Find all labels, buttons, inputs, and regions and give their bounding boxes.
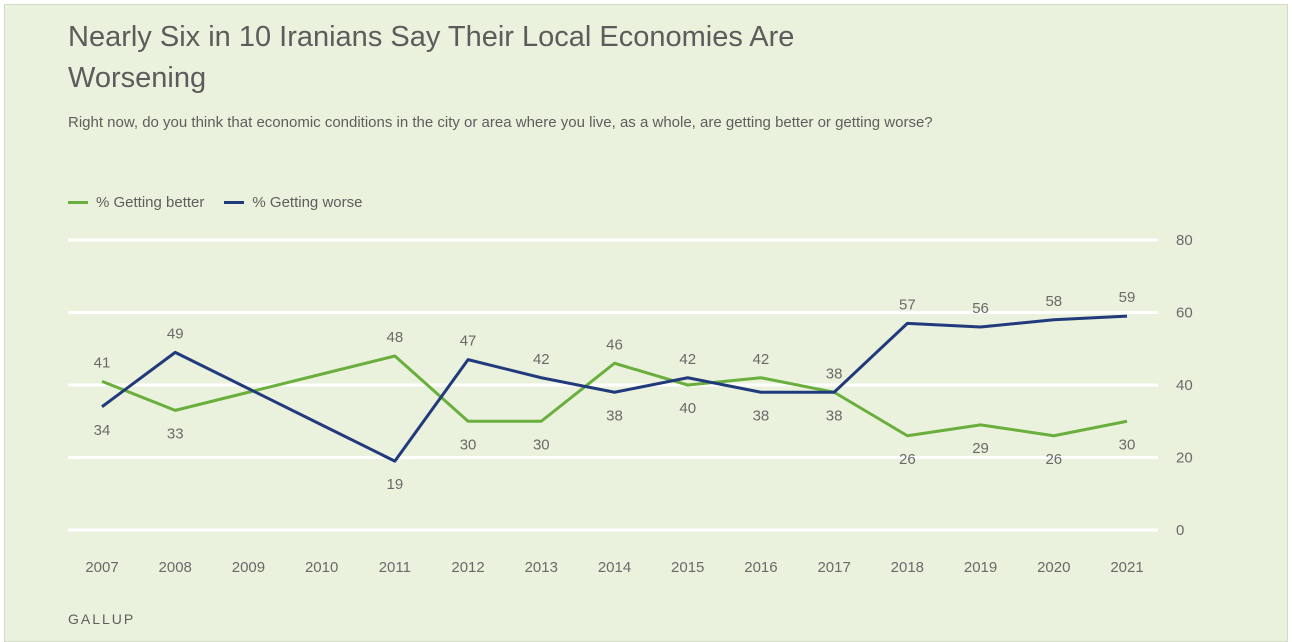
data-label-worse: 34 [94,422,111,439]
chart-subtitle: Right now, do you think that economic co… [68,114,933,131]
x-tick-label: 2010 [305,559,338,576]
data-label-worse: 38 [826,407,843,424]
data-label-better: 41 [94,354,111,371]
chart-title: Nearly Six in 10 Iranians Say Their Loca… [68,21,795,94]
data-label-worse: 42 [533,351,550,368]
data-label-better: 48 [387,329,404,346]
chart-card: Nearly Six in 10 Iranians Say Their Loca… [4,4,1288,642]
x-tick-label: 2017 [817,559,850,576]
data-label-worse: 59 [1119,289,1136,306]
legend-item-worse: % Getting worse [224,194,362,211]
data-label-worse: 42 [679,351,696,368]
legend: % Getting better % Getting worse [68,194,362,211]
x-tick-label: 2016 [744,559,777,576]
series-line-worse [101,314,1128,463]
x-tick-label: 2020 [1037,559,1070,576]
data-label-better: 30 [1119,436,1136,453]
data-label-worse: 38 [753,407,770,424]
data-label-worse: 19 [387,476,404,493]
legend-label-worse: % Getting worse [252,194,363,211]
y-tick-label: 60 [1176,305,1193,322]
data-label-worse: 57 [899,296,916,313]
legend-label-better: % Getting better [96,194,205,211]
data-label-worse: 47 [460,333,477,350]
x-tick-label: 2018 [891,559,924,576]
x-tick-label: 2013 [525,559,558,576]
data-label-better: 30 [533,436,550,453]
data-label-better: 33 [167,425,184,442]
x-tick-label: 2007 [85,559,118,576]
data-label-better: 42 [753,351,770,368]
y-tick-label: 0 [1176,522,1184,539]
x-tick-label: 2008 [159,559,192,576]
x-tick-label: 2011 [379,559,411,576]
series-line-better [101,354,1128,438]
legend-swatch-better [68,201,88,204]
data-label-worse: 49 [167,325,184,342]
x-tick-label: 2014 [598,559,631,576]
source-label: GALLUP [68,611,136,627]
data-label-better: 38 [826,365,843,382]
y-tick-label: 40 [1176,377,1193,394]
y-tick-label: 20 [1176,450,1193,467]
data-label-better: 26 [1045,451,1062,468]
data-label-worse: 58 [1045,293,1062,310]
data-label-worse: 38 [606,407,623,424]
data-label-better: 40 [679,400,696,417]
data-label-better: 46 [606,336,623,353]
x-tick-label: 2021 [1110,559,1143,576]
data-label-better: 29 [972,440,989,457]
data-label-better: 26 [899,451,916,468]
x-tick-label: 2012 [451,559,484,576]
data-label-worse: 56 [972,300,989,317]
x-tick-label: 2015 [671,559,704,576]
x-tick-label: 2009 [232,559,265,576]
legend-item-better: % Getting better [68,194,204,211]
x-tick-label: 2019 [964,559,997,576]
data-label-better: 30 [460,436,477,453]
legend-swatch-worse [224,201,245,204]
y-tick-label: 80 [1176,232,1193,249]
